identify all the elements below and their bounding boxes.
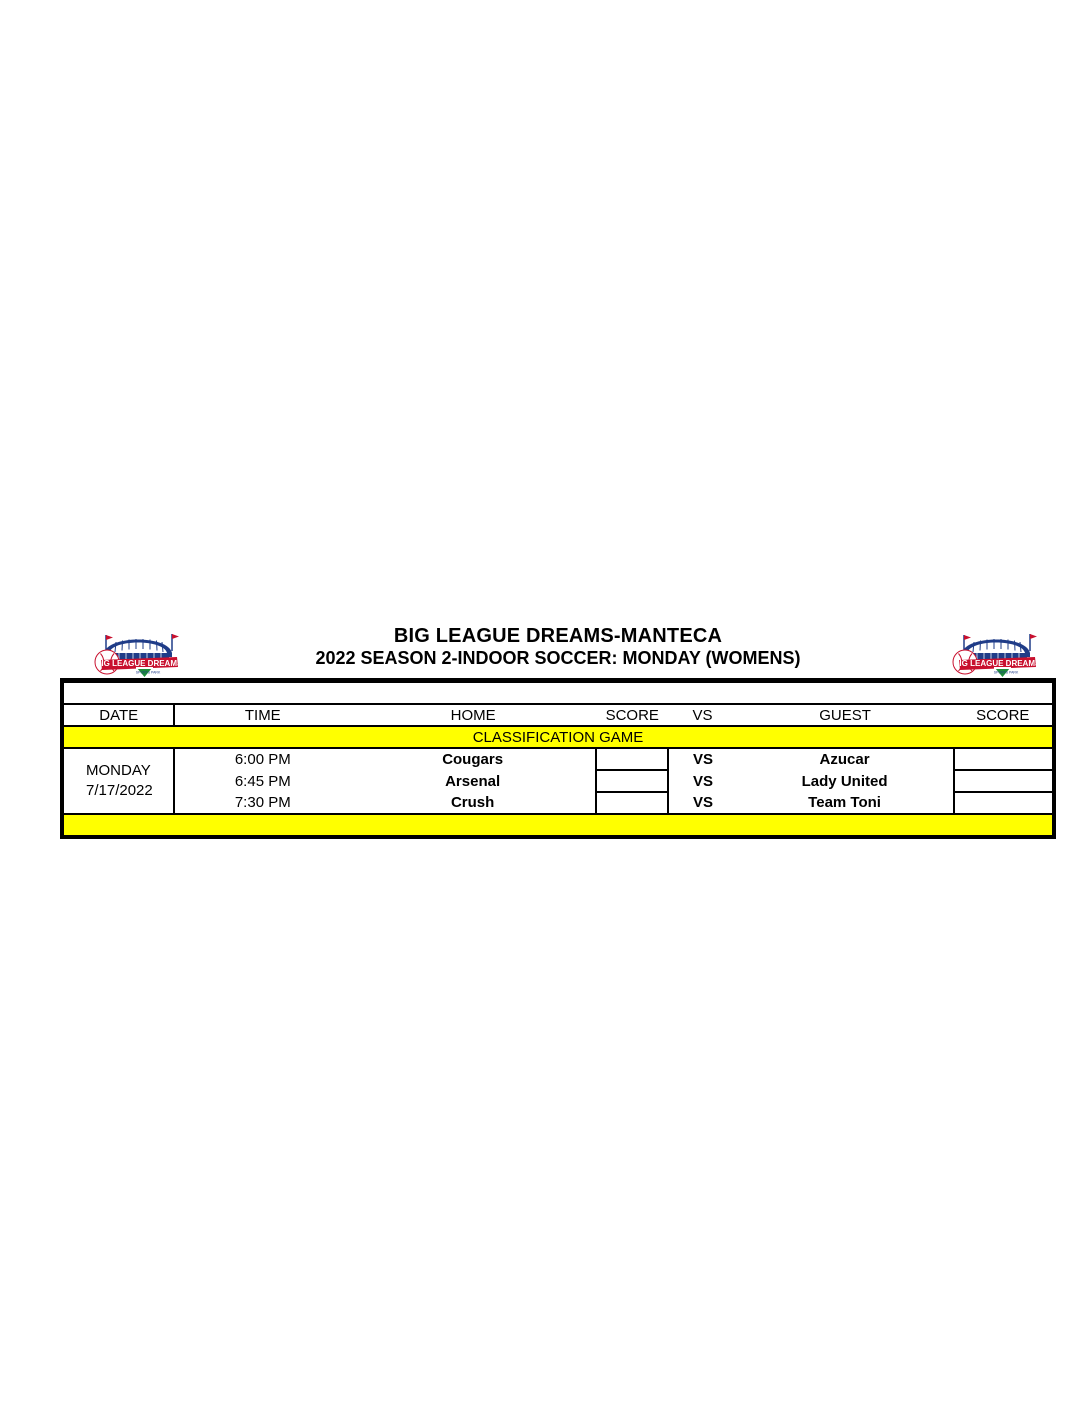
logo-wordmark: BIG LEAGUE DREAMS <box>96 659 183 668</box>
title-block: BIG LEAGUE DREAMS-MANTECA 2022 SEASON 2-… <box>200 625 916 669</box>
footer-banner-row <box>62 813 1054 839</box>
classification-banner-row: CLASSIFICATION GAME <box>62 726 1054 749</box>
header-home: HOME <box>350 704 597 727</box>
header-rule <box>60 678 1056 683</box>
logo-tagline: SPORTS PARK <box>994 671 1019 675</box>
row-vs-label: VS <box>667 792 737 814</box>
row-guest-team: Team Toni <box>736 792 954 814</box>
row-home-team: Arsenal <box>350 770 597 792</box>
date-value: 7/17/2022 <box>86 782 153 799</box>
header-date: DATE <box>62 704 176 727</box>
row-vs-label: VS <box>667 748 737 770</box>
page-title-sub: 2022 SEASON 2-INDOOR SOCCER: MONDAY (WOM… <box>315 648 801 668</box>
logo-tagline: SPORTS PARK <box>136 671 161 675</box>
big-league-dreams-logo-left: BIG LEAGUE DREAMS SPORTS PARK <box>84 622 192 678</box>
row-guest-score-box[interactable] <box>952 747 1055 771</box>
row-home-score-box[interactable] <box>595 769 670 793</box>
row-guest-score-box[interactable] <box>952 769 1055 793</box>
date-day: MONDAY <box>86 762 151 779</box>
sheet-header: BIG LEAGUE DREAMS SPORTS PARK BIG LEAGUE… <box>60 620 1056 678</box>
row-time: 7:30 PM <box>174 792 351 814</box>
row-home-score-box[interactable] <box>595 791 670 815</box>
header-score-guest: SCORE <box>953 704 1054 727</box>
row-time: 6:00 PM <box>174 748 351 770</box>
spacer-cell <box>62 683 1054 705</box>
page-title-main: BIG LEAGUE DREAMS-MANTECA <box>393 625 723 647</box>
row-guest-team: Lady United <box>736 770 954 792</box>
big-league-dreams-logo-right: BIG LEAGUE DREAMS SPORTS PARK <box>942 622 1050 678</box>
schedule-sheet: BIG LEAGUE DREAMS SPORTS PARK BIG LEAGUE… <box>60 620 1056 839</box>
row-time: 6:45 PM <box>174 770 351 792</box>
row-vs-label: VS <box>667 770 737 792</box>
table-header-row: DATE TIME HOME SCORE VS GUEST SCORE <box>62 704 1054 727</box>
classification-banner-label: CLASSIFICATION GAME <box>62 726 1054 749</box>
header-vs: VS <box>668 704 737 727</box>
row-home-score-box[interactable] <box>595 747 670 771</box>
date-cell: MONDAY 7/17/2022 <box>62 748 176 814</box>
table-row: MONDAY 7/17/2022 6:00 PM Cougars VS Azuc… <box>62 747 1055 814</box>
footer-banner-label <box>62 813 1054 839</box>
header-time: TIME <box>174 704 351 727</box>
schedule-table: DATE TIME HOME SCORE VS GUEST SCORE CLAS… <box>60 683 1056 839</box>
logo-wordmark: BIG LEAGUE DREAMS <box>954 659 1041 668</box>
table-row: 7:30 PM Crush VS Team Toni <box>62 791 1055 815</box>
spacer-row <box>62 683 1054 705</box>
table-row: 6:45 PM Arsenal VS Lady United <box>62 769 1055 793</box>
header-score-home: SCORE <box>596 704 669 727</box>
row-guest-team: Azucar <box>736 748 954 770</box>
header-guest: GUEST <box>736 704 954 727</box>
row-guest-score-box[interactable] <box>952 791 1055 815</box>
row-home-team: Crush <box>350 792 597 814</box>
row-home-team: Cougars <box>350 748 597 770</box>
